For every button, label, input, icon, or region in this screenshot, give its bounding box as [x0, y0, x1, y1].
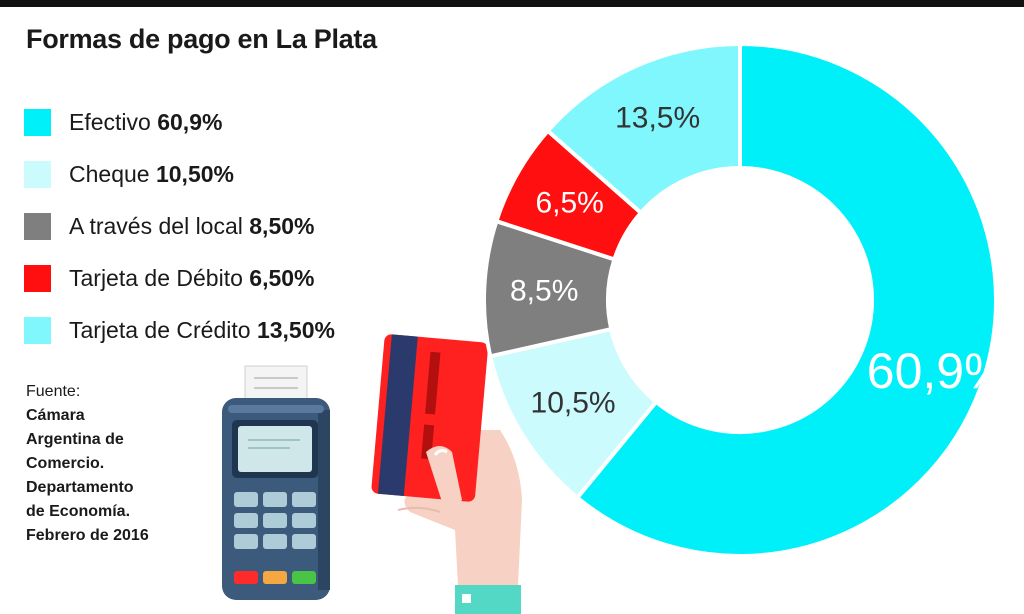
legend-swatch [24, 212, 51, 240]
legend-item-local: A través del local 8,50% [24, 200, 335, 252]
legend-value: 6,50% [249, 264, 315, 291]
donut-slices [482, 41, 998, 558]
legend-swatch [24, 108, 51, 136]
legend-value: 8,50% [249, 212, 315, 239]
legend-value: 13,50% [256, 316, 335, 343]
legend-swatch [24, 264, 51, 292]
legend-item-efectivo: Efectivo 60,9% [24, 96, 335, 148]
slice-label-efectivo: 60,9% [867, 343, 1009, 399]
source-line: Comercio. [26, 455, 105, 472]
slice-label-credito: 13,5% [615, 101, 700, 134]
source-line: Cámara [26, 407, 85, 424]
legend-swatch [24, 316, 51, 344]
legend-value: 60,9% [157, 108, 223, 135]
source-line: Argentina de [26, 431, 124, 448]
legend-label: A través del local [69, 212, 243, 239]
slice-credito [545, 41, 742, 216]
source-line: Febrero de 2016 [26, 527, 149, 544]
donut-labels: 60,9% 10,5% 8,5% 6,5% 13,5% [510, 101, 1009, 419]
chart-title: Formas de pago en La Plata [26, 24, 377, 54]
source-line: de Economía. [26, 503, 131, 520]
top-rule [0, 0, 1024, 7]
slice-efectivo [574, 41, 998, 558]
legend-value: 10,50% [155, 160, 234, 187]
legend-item-debito: Tarjeta de Débito 6,50% [24, 252, 335, 304]
legend-label: Cheque [69, 160, 150, 187]
slice-label-debito: 6,5% [535, 187, 603, 220]
legend: Efectivo 60,9% Cheque 10,50% A través de… [24, 96, 335, 356]
hand-with-card-icon [371, 334, 522, 614]
legend-swatch [24, 160, 51, 188]
legend-label: Tarjeta de Débito [69, 264, 243, 291]
card-terminal-icon [222, 365, 330, 600]
source-label: Fuente: [26, 383, 81, 400]
legend-item-cheque: Cheque 10,50% [24, 148, 335, 200]
source-note: Fuente: Cámara Argentina de Comercio. De… [26, 380, 149, 548]
legend-item-credito: Tarjeta de Crédito 13,50% [24, 304, 335, 356]
source-line: Departamento [26, 479, 134, 496]
legend-label: Efectivo [69, 108, 151, 135]
legend-label: Tarjeta de Crédito [69, 316, 251, 343]
slice-label-cheque: 10,5% [531, 386, 616, 419]
slice-label-local: 8,5% [510, 275, 578, 308]
